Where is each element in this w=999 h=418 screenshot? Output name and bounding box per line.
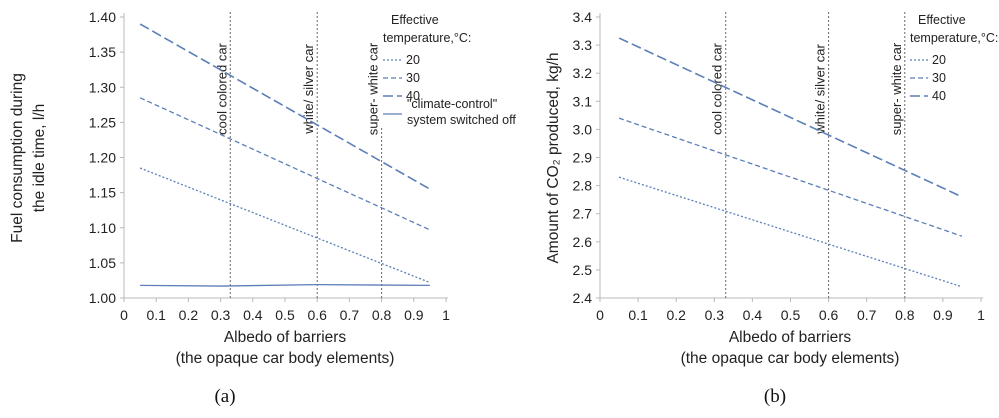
legend-label: 20 <box>932 53 946 67</box>
x-tick-label: 0.5 <box>781 307 801 323</box>
y-tick-label: 3.2 <box>573 65 593 81</box>
y-tick-label: 2.5 <box>573 262 593 278</box>
x-tick-label: 0.9 <box>404 307 424 323</box>
y-tick-label: 1.00 <box>89 290 116 306</box>
y-tick-label: 1.30 <box>89 79 116 95</box>
x-tick-label: 0.7 <box>340 307 360 323</box>
y-tick-label: 2.7 <box>573 206 593 222</box>
reference-line-label: super- white car <box>889 42 904 135</box>
x-tick-label: 0.8 <box>372 307 392 323</box>
legend-label: system switched off <box>407 113 516 127</box>
y-tick-label: 3.4 <box>573 9 593 25</box>
legend-background <box>379 6 495 126</box>
series-line <box>139 97 431 231</box>
x-tick-label: 0.3 <box>211 307 231 323</box>
y-tick-label: 1.25 <box>89 114 116 130</box>
y-tick-label: 2.6 <box>573 234 593 250</box>
y-tick-label: 3.3 <box>573 37 593 53</box>
legend-title: Effective <box>391 13 439 27</box>
y-tick-label: 2.4 <box>573 290 593 306</box>
x-tick-label: 0.3 <box>705 307 725 323</box>
x-axis-label: (the opaque car body elements) <box>681 350 900 367</box>
x-tick-label: 0.6 <box>307 307 327 323</box>
x-tick-label: 1 <box>442 307 450 323</box>
reference-line-label: white/ silver car <box>813 44 828 135</box>
x-tick-label: 0.1 <box>628 307 648 323</box>
y-axis-label: the idle time, l/h <box>31 104 48 213</box>
legend-title: temperature,°C: <box>383 31 471 45</box>
panel-label: (b) <box>764 386 786 407</box>
x-tick-label: 0 <box>596 307 604 323</box>
x-tick-label: 0.2 <box>179 307 199 323</box>
y-tick-label: 3.0 <box>573 121 593 137</box>
x-tick-label: 0.1 <box>146 307 166 323</box>
reference-line-label: cool colored car <box>214 42 229 134</box>
y-tick-label: 1.05 <box>89 255 116 271</box>
reference-line-label: white/ silver car <box>301 44 316 135</box>
series-line <box>618 176 963 288</box>
x-tick-label: 0 <box>120 307 128 323</box>
x-tick-label: 0.6 <box>819 307 839 323</box>
series-line <box>618 37 963 198</box>
legend: Effective temperature,°C: 20 30 40 <box>906 6 998 106</box>
x-axis-label: (the opaque car body elements) <box>176 350 395 367</box>
y-axis-label: Amount of CO₂ produced, kg/h <box>545 52 562 263</box>
reference-line-label: super- white car <box>366 42 381 135</box>
legend: Effective temperature,°C: 20 30 40"climate-c… <box>379 6 516 127</box>
legend-label: "climate-control" <box>407 97 497 111</box>
y-tick-label: 1.10 <box>89 220 116 236</box>
reference-line-label: cool colored car <box>710 42 725 134</box>
x-tick-label: 0.4 <box>743 307 763 323</box>
x-tick-label: 0.5 <box>275 307 295 323</box>
x-axis-label: Albedo of barriers <box>224 329 347 346</box>
legend-label: 20 <box>406 53 420 67</box>
y-tick-label: 2.9 <box>573 150 593 166</box>
legend-title: temperature,°C: <box>910 31 998 45</box>
series-line <box>140 284 430 287</box>
x-tick-label: 0.7 <box>857 307 877 323</box>
x-tick-label: 0.2 <box>666 307 686 323</box>
y-tick-label: 2.8 <box>573 178 593 194</box>
panel-label: (a) <box>214 386 235 407</box>
series-line <box>139 167 431 284</box>
legend-label: 30 <box>406 71 420 85</box>
y-tick-label: 1.40 <box>89 9 116 25</box>
y-tick-label: 1.20 <box>89 150 116 166</box>
y-tick-label: 1.35 <box>89 44 116 60</box>
legend-background <box>906 6 994 106</box>
x-tick-label: 0.9 <box>933 307 953 323</box>
legend-label: 40 <box>406 89 420 103</box>
y-axis-label: Fuel consumption during <box>9 73 26 243</box>
y-tick-label: 3.1 <box>573 93 593 109</box>
x-tick-label: 0.8 <box>895 307 915 323</box>
x-tick-label: 1 <box>977 307 985 323</box>
x-axis-label: Albedo of barriers <box>729 329 852 346</box>
chart-panel-b: 2.4 2.5 2.6 2.7 2.8 2.9 3.0 3.1 3.2 3.3 3.4 0 0.1 0.2… <box>545 6 998 407</box>
legend-label: 40 <box>932 89 946 103</box>
legend-title: Effective <box>918 13 966 27</box>
series-line <box>618 117 963 237</box>
x-tick-label: 0.4 <box>243 307 263 323</box>
chart-panel-a: 1.00 1.05 1.10 1.15 1.20 1.25 1.30 1.35 1.40 0 0.1… <box>9 6 516 407</box>
y-tick-label: 1.15 <box>89 185 116 201</box>
legend-label: 30 <box>932 71 946 85</box>
